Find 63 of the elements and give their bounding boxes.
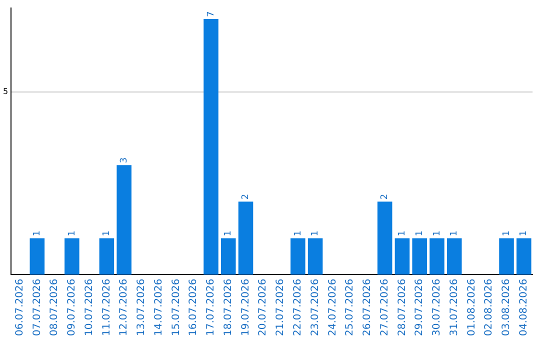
data-label: 7: [206, 11, 216, 17]
data-label: 1: [32, 230, 43, 236]
bar: [30, 238, 45, 275]
x-tick-label: 24.07.2026: [327, 278, 338, 336]
x-tick-label: 16.07.2026: [188, 278, 200, 336]
x-tick-label: 08.07.2026: [49, 278, 60, 336]
bar: [290, 238, 306, 275]
x-tick-label: 09.07.2026: [66, 278, 78, 336]
x-tick-label: 21.07.2026: [275, 278, 286, 336]
x-tick-label: 03.08.2026: [501, 278, 512, 336]
data-label: 1: [310, 230, 321, 236]
x-tick-label: 27.07.2026: [379, 278, 390, 336]
data-label: 1: [102, 230, 112, 236]
x-tick-label: 12.07.2026: [118, 278, 130, 336]
data-label: 2: [241, 194, 252, 200]
bar: [238, 202, 254, 275]
y-tick-label: 5: [2, 87, 8, 96]
x-tick-label: 28.07.2026: [396, 278, 408, 336]
bar: [446, 238, 462, 275]
bar: [394, 238, 410, 275]
bar: [516, 238, 532, 275]
data-label: 1: [519, 230, 530, 236]
x-tick-label: 04.08.2026: [518, 278, 530, 336]
x-tick-label: 18.07.2026: [222, 278, 234, 336]
bar: [308, 238, 323, 275]
x-tick-label: 20.07.2026: [258, 278, 269, 336]
bar: [220, 238, 236, 275]
bar: [204, 18, 218, 275]
x-tick-label: 01.08.2026: [466, 278, 478, 336]
data-label: 1: [502, 230, 512, 236]
data-label: 1: [398, 230, 408, 236]
bar: [430, 238, 444, 275]
x-tick-label: 10.07.2026: [84, 278, 95, 336]
x-tick-label: 22.07.2026: [292, 278, 304, 336]
bar: [499, 238, 514, 275]
x-tick-label: 29.07.2026: [414, 278, 426, 336]
x-tick-label: 31.07.2026: [448, 278, 460, 336]
bar: [116, 165, 132, 275]
x-tick-label: 02.08.2026: [484, 278, 495, 336]
data-label: 1: [432, 230, 442, 236]
data-label: 1: [450, 230, 460, 236]
x-tick-label: 13.07.2026: [136, 278, 148, 336]
bar: [377, 202, 392, 275]
x-tick-label: 07.07.2026: [32, 278, 43, 336]
x-tick-label: 30.07.2026: [432, 278, 443, 336]
x-tick-label: 25.07.2026: [344, 278, 356, 336]
x-tick-label: 14.07.2026: [153, 278, 164, 336]
x-tick-label: 17.07.2026: [206, 278, 217, 336]
x-tick-label: 06.07.2026: [14, 278, 26, 336]
data-label: 1: [414, 230, 425, 236]
x-tick-label: 23.07.2026: [310, 278, 321, 336]
x-tick-label: 11.07.2026: [101, 278, 112, 336]
data-label: 1: [293, 230, 304, 236]
data-label: 3: [119, 157, 130, 164]
x-tick-label: 26.07.2026: [362, 278, 374, 336]
x-tick-label: 19.07.2026: [240, 278, 252, 336]
x-tick-label: 15.07.2026: [170, 278, 182, 336]
data-label: 2: [380, 194, 390, 200]
bar: [99, 238, 114, 275]
data-label: 1: [67, 230, 78, 236]
data-label: 1: [224, 230, 234, 236]
bar: [412, 238, 427, 275]
bar: [64, 238, 80, 275]
